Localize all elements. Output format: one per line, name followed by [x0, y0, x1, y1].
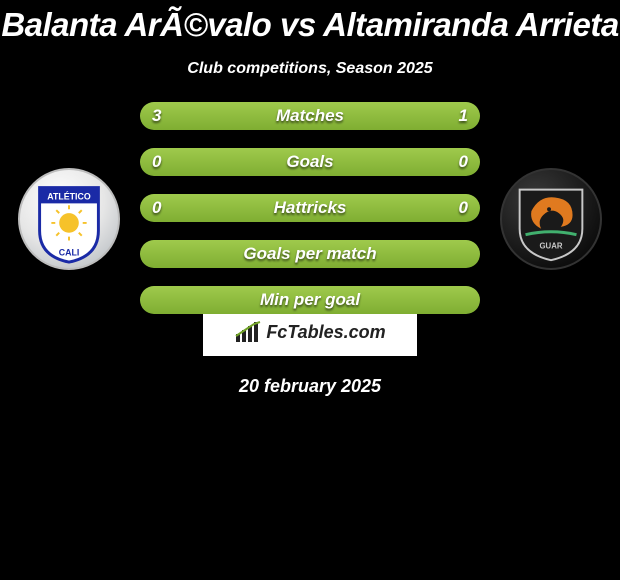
stat-fill-left [140, 102, 395, 130]
stat-value-right: 1 [459, 106, 468, 126]
stat-row-min-per-goal: Min per goal [140, 286, 480, 314]
stat-value-left: 3 [152, 106, 161, 126]
stat-fill-left [140, 148, 310, 176]
stat-value-right: 0 [459, 152, 468, 172]
stat-value-left: 0 [152, 152, 161, 172]
subtitle: Club competitions, Season 2025 [0, 60, 620, 78]
svg-text:ATLÉTICO: ATLÉTICO [47, 190, 91, 201]
svg-text:GUAR: GUAR [539, 241, 562, 250]
page-title: Balanta ArÃ©valo vs Altamiranda Arrieta [0, 0, 620, 44]
date-text: 20 february 2025 [0, 376, 620, 397]
jaguar-icon: GUAR [502, 170, 600, 268]
stat-fill-right [310, 148, 480, 176]
stat-row-matches: 3 Matches 1 [140, 102, 480, 130]
stat-bars: 3 Matches 1 0 Goals 0 0 Hattricks 0 Goal… [140, 102, 480, 332]
stat-label: Matches [276, 106, 344, 126]
stat-label: Min per goal [260, 290, 360, 310]
player-shadow-right [506, 114, 614, 140]
team-badge-right: GUAR [500, 168, 602, 270]
player-shadow-left [6, 114, 114, 140]
stat-label: Goals [286, 152, 333, 172]
stat-label: Goals per match [243, 244, 376, 264]
stat-row-goals: 0 Goals 0 [140, 148, 480, 176]
shield-icon: ATLÉTICO CALI [20, 170, 118, 268]
team-badge-left: ATLÉTICO CALI [18, 168, 120, 270]
svg-text:CALI: CALI [59, 247, 80, 257]
stat-value-right: 0 [459, 198, 468, 218]
stat-row-hattricks: 0 Hattricks 0 [140, 194, 480, 222]
stat-value-left: 0 [152, 198, 161, 218]
stat-row-goals-per-match: Goals per match [140, 240, 480, 268]
stat-label: Hattricks [274, 198, 347, 218]
